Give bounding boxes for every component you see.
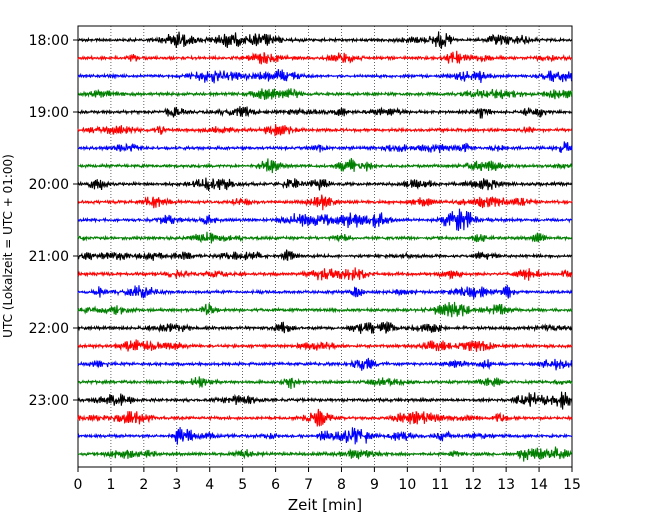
trace-line (77, 301, 573, 318)
x-tick-label: 3 (172, 477, 181, 493)
trace-line (77, 339, 573, 352)
trace-line (77, 31, 573, 49)
trace-line (77, 408, 573, 427)
x-tick-label: 4 (205, 477, 214, 493)
trace-line (77, 68, 573, 84)
trace-line (77, 87, 573, 100)
y-axis-label: UTC (Lokalzeit = UTC + 01:00) (1, 154, 15, 338)
x-tick-label: 2 (139, 477, 148, 493)
trace-line (77, 177, 573, 192)
trace-line (77, 50, 573, 65)
trace-line (77, 376, 573, 390)
trace-line (77, 321, 573, 334)
x-axis-label: Zeit [min] (288, 496, 362, 514)
seismic-traces (77, 31, 573, 462)
trace-line (77, 157, 573, 174)
x-axis-ticks: 0 1 2 3 4 5 6 7 8 9 10 11 12 13 14 15 (74, 467, 581, 493)
trace-line (77, 446, 573, 462)
y-tick-label: 22:00 (29, 321, 69, 337)
trace-line (77, 208, 573, 231)
plot-frame (77, 25, 573, 468)
x-tick-label: 15 (563, 477, 581, 493)
x-tick-label: 9 (370, 477, 379, 493)
y-tick-label: 23:00 (29, 393, 69, 409)
x-tick-label: 13 (497, 477, 515, 493)
trace-line (77, 231, 573, 244)
x-tick-label: 11 (431, 477, 449, 493)
x-tick-label: 8 (337, 477, 346, 493)
trace-line (77, 267, 573, 281)
x-tick-label: 12 (464, 477, 482, 493)
x-tick-label: 1 (106, 477, 115, 493)
trace-line (77, 357, 573, 371)
trace-line (77, 391, 573, 410)
trace-line (77, 284, 573, 300)
x-tick-label: 5 (238, 477, 247, 493)
trace-line (77, 141, 573, 154)
y-tick-label: 20:00 (29, 177, 69, 193)
x-tick-label: 14 (530, 477, 548, 493)
x-tick-label: 0 (74, 477, 83, 493)
trace-line (77, 426, 573, 445)
y-axis-ticks: 18:00 19:00 20:00 21:00 22:00 23:00 (29, 33, 78, 409)
x-tick-label: 10 (398, 477, 416, 493)
y-tick-label: 18:00 (29, 33, 69, 49)
x-tick-label: 6 (271, 477, 280, 493)
trace-line (77, 249, 573, 262)
trace-line (77, 194, 573, 211)
y-tick-label: 21:00 (29, 249, 69, 265)
trace-line (77, 106, 573, 119)
x-tick-label: 7 (304, 477, 313, 493)
trace-line (77, 123, 573, 137)
y-tick-label: 19:00 (29, 105, 69, 121)
